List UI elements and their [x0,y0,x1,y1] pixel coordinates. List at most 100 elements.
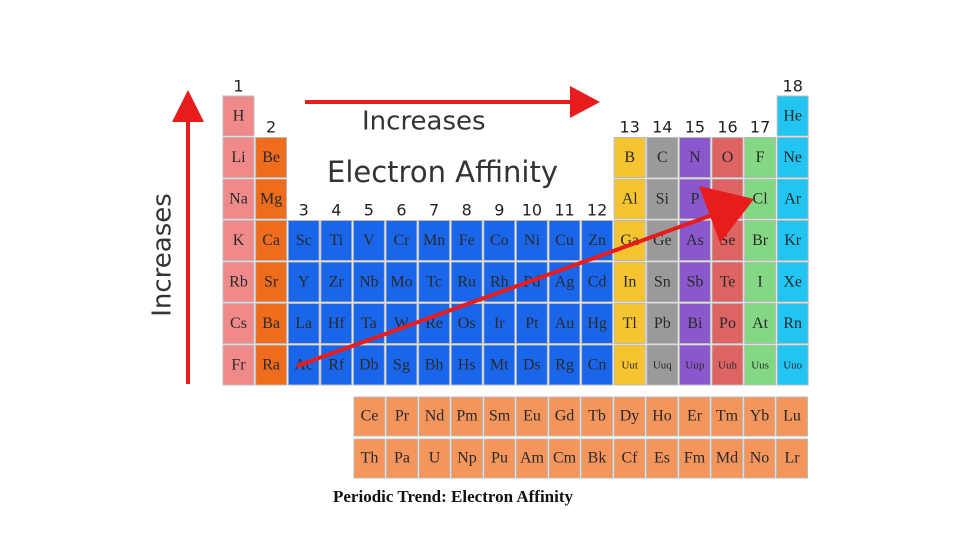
element-symbol: Rb [229,274,248,291]
vertical-label: Increases [148,193,178,317]
group-number: 5 [364,201,374,220]
element-symbol: Sm [489,408,511,425]
element-cell [255,303,288,344]
element-symbol: Ar [784,191,802,208]
element-cell [255,178,288,220]
element-cell [353,396,386,437]
element-symbol: Rf [328,357,345,374]
element-symbol: Pu [491,450,508,467]
element-cell [776,396,808,437]
element-symbol: Md [716,450,738,467]
element-cell [352,261,385,303]
element-symbol: Uuo [783,360,802,372]
element-symbol: Uup [685,360,704,372]
element-cell [678,396,711,437]
element-cell [222,95,255,137]
element-cell [646,438,678,479]
element-symbol: Pa [394,450,410,467]
group-number: 11 [554,201,574,220]
element-symbol: Si [656,191,670,208]
element-cell [711,137,744,178]
element-cell [743,396,776,437]
element-cell [451,438,483,479]
element-symbol: Kr [784,232,802,249]
element-symbol: Cf [622,450,639,467]
element-cell [613,261,646,303]
element-cell [776,261,809,303]
element-cell [483,220,516,261]
element-symbol: Db [359,357,379,374]
element-symbol: Yb [750,408,770,425]
group-number: 2 [266,118,276,137]
element-cell [450,344,483,386]
element-symbol: Er [687,408,703,425]
element-cell [678,438,711,479]
element-symbol: Rh [490,274,509,291]
element-cell [581,396,613,437]
element-cell [287,220,320,261]
element-cell [581,303,614,344]
element-cell [776,303,809,344]
element-symbol: Cr [394,232,411,249]
element-symbol: Os [458,315,476,332]
element-cell [515,344,548,386]
element-symbol: P [690,191,699,208]
element-cell [581,220,614,261]
element-cell [678,261,711,303]
element-cell [320,261,353,303]
element-cell [743,438,776,479]
element-cell [222,220,255,261]
element-symbol: Fe [459,232,475,249]
element-cell [320,303,353,344]
element-symbol: Ho [652,408,672,425]
element-symbol: Bk [588,450,607,467]
element-cell [385,344,418,386]
element-symbol: Ni [524,232,541,249]
element-symbol: Al [622,191,639,208]
element-cell [646,396,678,437]
element-cell [776,438,808,479]
element-cell [385,261,418,303]
element-cell [581,438,613,479]
element-symbol: I [757,274,762,291]
element-cell [516,438,548,479]
element-symbol: Au [555,315,575,332]
group-number: 18 [783,77,803,96]
element-cell [744,137,777,178]
element-cell [483,396,516,437]
element-symbol: Po [719,315,736,332]
element-cell [483,438,516,479]
caption: Periodic Trend: Electron Affinity [333,487,574,506]
element-cell [418,438,451,479]
element-symbol: Tc [426,274,442,291]
element-symbol: Bi [687,315,703,332]
element-symbol: Mo [390,274,412,291]
element-cell [386,396,418,437]
element-symbol: O [722,149,734,166]
element-cell [515,303,548,344]
element-symbol: Uuq [653,360,672,372]
element-symbol: Co [490,232,509,249]
element-cell [255,344,288,386]
element-cell [418,396,451,437]
element-cell [352,344,385,386]
element-symbol: H [233,108,245,125]
element-symbol: Sr [264,274,279,291]
element-cell [222,303,255,344]
element-symbol: Sb [686,274,703,291]
element-symbol: Ta [361,315,377,332]
element-cell [352,303,385,344]
element-cell [483,344,516,386]
element-cell [711,303,744,344]
group-number: 17 [750,118,770,137]
element-cell [450,261,483,303]
diagonal-arrow [296,212,716,368]
element-symbol: Hs [458,357,476,374]
element-symbol: Ru [457,274,476,291]
element-cell [646,303,679,344]
element-symbol: Ce [361,408,379,425]
element-symbol: Ti [329,232,343,249]
element-symbol: Sc [296,232,312,249]
element-cell [255,261,288,303]
